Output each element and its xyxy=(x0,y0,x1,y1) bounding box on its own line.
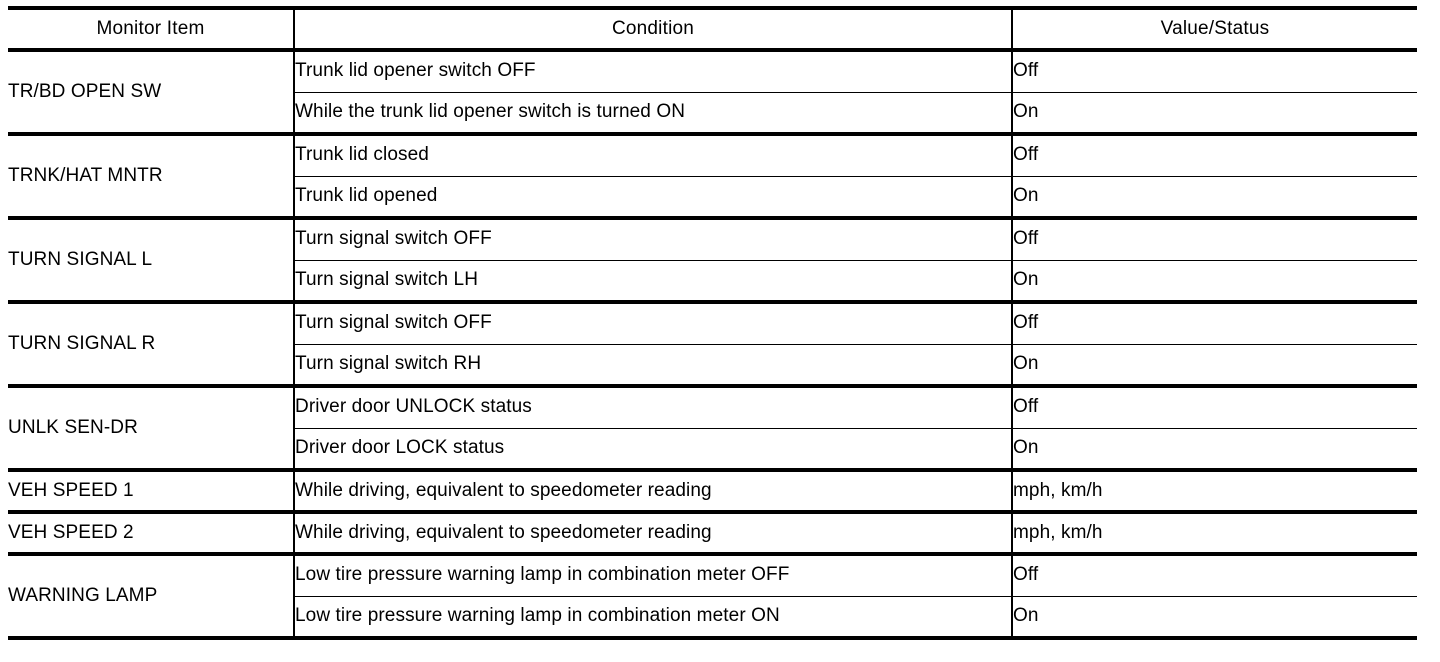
value-status-cell: mph, km/h xyxy=(1011,512,1417,556)
monitor-item-cell: TRNK/HAT MNTR xyxy=(8,134,294,220)
table-row: Trunk lid opened On xyxy=(8,176,1417,220)
monitor-item-cell: UNLK SEN-DR xyxy=(8,386,294,472)
value-status-cell: mph, km/h xyxy=(1011,470,1417,514)
condition-cell: Trunk lid opener switch OFF xyxy=(293,50,1012,93)
condition-cell: Driver door UNLOCK status xyxy=(293,386,1012,429)
header-row: Monitor Item Condition Value/Status xyxy=(8,6,1417,52)
table-row: TRNK/HAT MNTR Trunk lid closed Off xyxy=(8,134,1417,220)
condition-cell: Turn signal switch RH xyxy=(293,344,1012,388)
condition-cell: Turn signal switch OFF xyxy=(293,218,1012,261)
column-header-monitor-item: Monitor Item xyxy=(8,6,294,52)
value-status-cell: On xyxy=(1011,260,1417,304)
value-status-cell: On xyxy=(1011,344,1417,388)
monitor-item-table: Monitor Item Condition Value/Status TR/B… xyxy=(8,6,1417,640)
table-row: While the trunk lid opener switch is tur… xyxy=(8,92,1417,136)
table-row: Turn signal switch LH On xyxy=(8,260,1417,304)
value-status-cell: On xyxy=(1011,428,1417,472)
table-row: UNLK SEN-DR Driver door UNLOCK status Off xyxy=(8,386,1417,472)
table-row: VEH SPEED 2 While driving, equivalent to … xyxy=(8,512,1417,556)
condition-cell: Driver door LOCK status xyxy=(293,428,1012,472)
value-status-cell: Off xyxy=(1011,554,1417,597)
value-status-cell: On xyxy=(1011,176,1417,220)
table-row: TURN SIGNAL L Turn signal switch OFF Off xyxy=(8,218,1417,304)
monitor-item-cell: VEH SPEED 1 xyxy=(8,470,294,514)
condition-cell: Turn signal switch LH xyxy=(293,260,1012,304)
value-status-cell: Off xyxy=(1011,302,1417,345)
monitor-item-cell: WARNING LAMP xyxy=(8,554,294,640)
value-status-cell: Off xyxy=(1011,386,1417,429)
table-row: Driver door LOCK status On xyxy=(8,428,1417,472)
column-header-value-status: Value/Status xyxy=(1011,6,1417,52)
table-row: WARNING LAMP Low tire pressure warning la… xyxy=(8,554,1417,640)
condition-cell: Turn signal switch OFF xyxy=(293,302,1012,345)
condition-cell: Trunk lid opened xyxy=(293,176,1012,220)
table-body: TR/BD OPEN SW Trunk lid opener switch OFF… xyxy=(8,50,1417,640)
column-header-condition: Condition xyxy=(293,6,1012,52)
condition-cell: While the trunk lid opener switch is tur… xyxy=(293,92,1012,136)
table-row: TR/BD OPEN SW Trunk lid opener switch OFF… xyxy=(8,50,1417,136)
value-status-cell: Off xyxy=(1011,218,1417,261)
condition-cell: Low tire pressure warning lamp in combin… xyxy=(293,554,1012,597)
monitor-item-cell: VEH SPEED 2 xyxy=(8,512,294,556)
value-status-cell: Off xyxy=(1011,134,1417,177)
condition-cell: Low tire pressure warning lamp in combin… xyxy=(293,596,1012,640)
monitor-item-cell: TURN SIGNAL L xyxy=(8,218,294,304)
value-status-cell: On xyxy=(1011,92,1417,136)
table-row: VEH SPEED 1 While driving, equivalent to … xyxy=(8,470,1417,514)
value-status-cell: On xyxy=(1011,596,1417,640)
condition-cell: While driving, equivalent to speedometer… xyxy=(293,512,1012,556)
table-row: TURN SIGNAL R Turn signal switch OFF Off xyxy=(8,302,1417,388)
monitor-item-cell: TURN SIGNAL R xyxy=(8,302,294,388)
condition-cell: Trunk lid closed xyxy=(293,134,1012,177)
table-row: Turn signal switch RH On xyxy=(8,344,1417,388)
table-row: Low tire pressure warning lamp in combin… xyxy=(8,596,1417,640)
value-status-cell: Off xyxy=(1011,50,1417,93)
monitor-item-cell: TR/BD OPEN SW xyxy=(8,50,294,136)
condition-cell: While driving, equivalent to speedometer… xyxy=(293,470,1012,514)
table-header: Monitor Item Condition Value/Status xyxy=(8,6,1417,52)
